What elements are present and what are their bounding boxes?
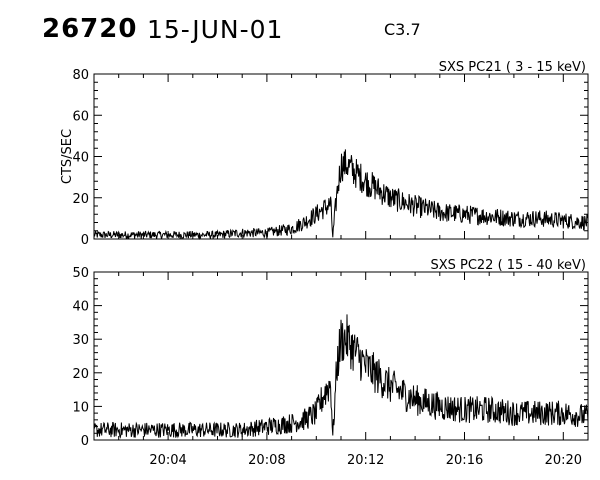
y-tick-label: 10 [72,400,89,415]
y-tick-label: 20 [72,367,89,382]
y-tick-label: 0 [81,233,89,248]
y-tick-label: 30 [72,333,89,348]
flare-date: 15-JUN-01 [147,15,284,44]
x-tick-label: 20:16 [446,453,483,468]
x-tick-label: 20:04 [149,453,186,468]
y-axis-label: CTS/SEC [60,129,75,184]
plot-title-1: SXS PC21 ( 3 - 15 keV) [439,60,586,75]
lightcurve-series-1 [93,149,589,240]
lightcurve-series-2 [93,314,589,439]
y-tick-label: 0 [81,434,89,449]
x-tick-label: 20:12 [347,453,384,468]
x-tick-label: 20:20 [545,453,582,468]
flare-id: 26720 [42,14,138,44]
y-tick-label: 20 [72,192,89,207]
y-tick-label: 50 [72,266,89,281]
y-tick-label: 80 [72,68,89,83]
x-tick-label: 20:08 [248,453,285,468]
y-tick-label: 40 [72,300,89,315]
goes-class: C3.7 [384,20,421,39]
y-tick-label: 60 [72,109,89,124]
y-tick-label: 40 [72,151,89,166]
plot-title-2: SXS PC22 ( 15 - 40 keV) [430,258,586,273]
